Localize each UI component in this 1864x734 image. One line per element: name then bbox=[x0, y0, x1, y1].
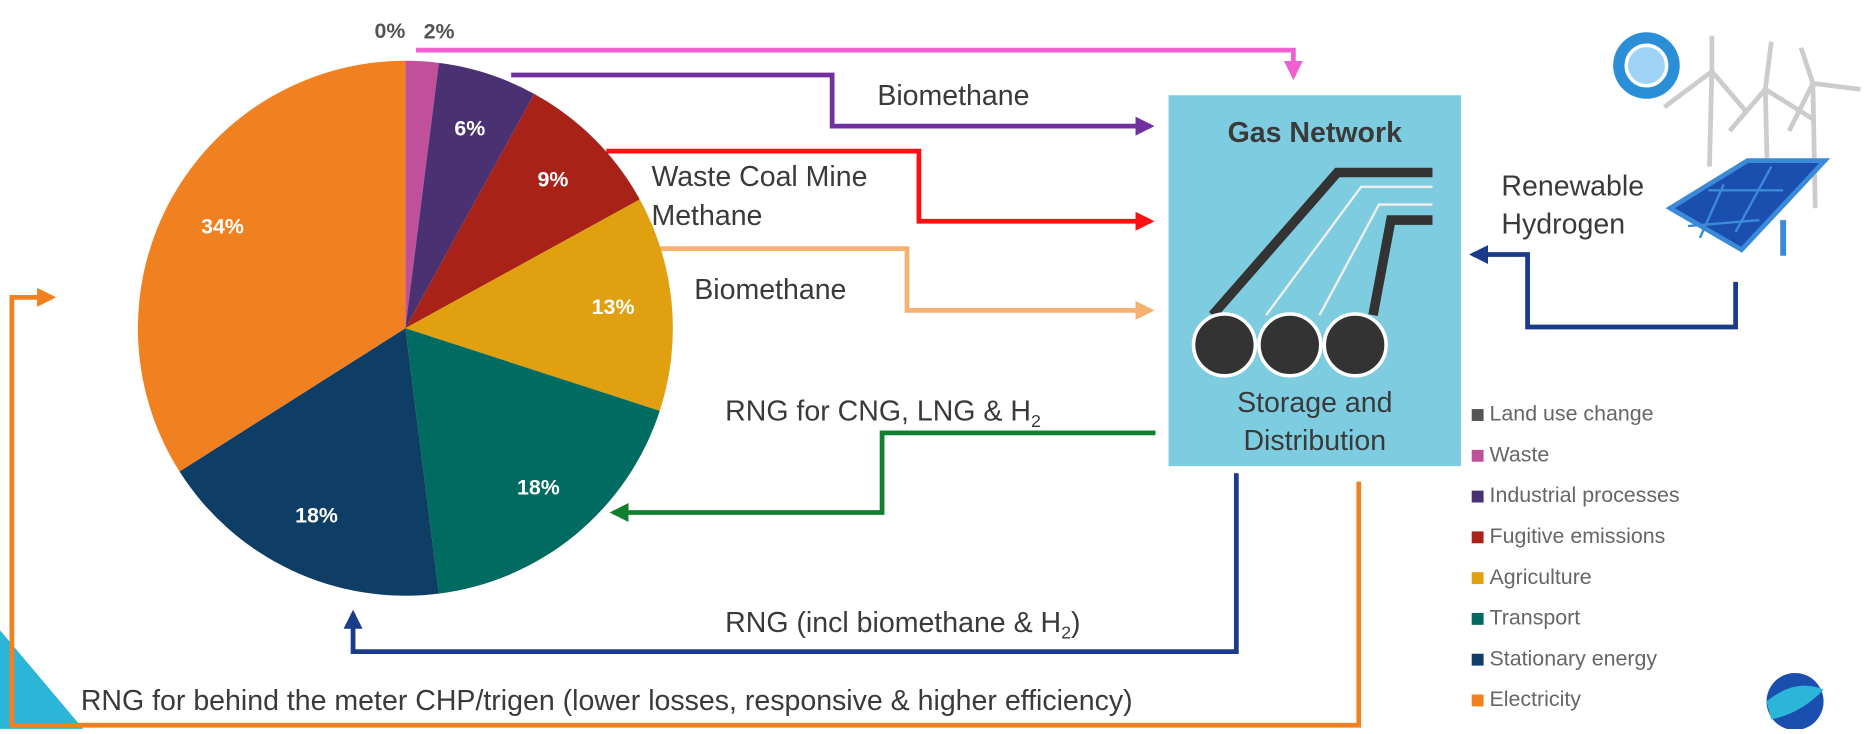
flow-label-part: RNG (incl biomethane & H bbox=[725, 607, 1061, 639]
gas-network-title: Gas Network bbox=[1228, 117, 1402, 149]
flow-label-part: RNG for CNG, LNG & H bbox=[725, 395, 1031, 427]
diagram: Gas Network Storage and Distribution Ren… bbox=[0, 0, 1864, 729]
data-label: 2% bbox=[424, 19, 455, 43]
legend-label: Stationary energy bbox=[1490, 646, 1658, 670]
solar-panel-icon bbox=[1670, 161, 1825, 256]
flow-arrow bbox=[511, 75, 1151, 126]
flow-label: RNG for behind the meter CHP/trigen (low… bbox=[81, 685, 1133, 717]
flow-label: RNG (incl biomethane & H2) bbox=[725, 607, 1080, 643]
renewable-hydrogen-label: Renewable bbox=[1501, 170, 1644, 202]
gas-network-subtitle: Distribution bbox=[1243, 425, 1386, 457]
gas-network-subtitle: Storage and bbox=[1237, 387, 1392, 419]
flow-arrow bbox=[1473, 255, 1736, 328]
legend: Land use change Waste Industrial processes… bbox=[1472, 402, 1680, 711]
pie-chart: 0% 2% 6% 9% 13% 18% 18% 34% bbox=[138, 19, 673, 596]
legend-label: Fugitive emissions bbox=[1490, 524, 1666, 548]
legend-swatch bbox=[1472, 613, 1484, 625]
legend-swatch bbox=[1472, 450, 1484, 462]
renewable-hydrogen-label: Hydrogen bbox=[1501, 209, 1625, 241]
legend-swatch bbox=[1472, 572, 1484, 584]
legend-label: Industrial processes bbox=[1490, 483, 1680, 507]
data-label: 34% bbox=[201, 214, 244, 238]
legend-label: Waste bbox=[1490, 442, 1550, 466]
data-label: 13% bbox=[592, 295, 635, 319]
sun-icon bbox=[1613, 32, 1680, 99]
legend-swatch bbox=[1472, 654, 1484, 666]
flow-label: Biomethane bbox=[694, 274, 846, 306]
legend-label: Electricity bbox=[1490, 687, 1582, 711]
flow-arrow bbox=[613, 433, 1155, 513]
flow-label-part: ) bbox=[1071, 607, 1081, 639]
legend-label: Agriculture bbox=[1490, 565, 1592, 589]
data-label: 18% bbox=[517, 476, 560, 500]
flow-arrow bbox=[416, 50, 1293, 76]
legend-label: Land use change bbox=[1490, 402, 1654, 426]
flow-label: Methane bbox=[651, 200, 762, 232]
legend-swatch bbox=[1472, 531, 1484, 543]
flow-label: Waste Coal Mine bbox=[651, 161, 867, 193]
legend-label: Transport bbox=[1490, 606, 1581, 630]
legend-swatch bbox=[1472, 695, 1484, 707]
flow-label: Biomethane bbox=[877, 80, 1029, 112]
legend-swatch bbox=[1472, 491, 1484, 503]
logo bbox=[1767, 673, 1824, 729]
data-label: 18% bbox=[295, 504, 338, 528]
page: {"chart_data": {"type": "pie", "categori… bbox=[0, 0, 1864, 729]
flow-label: RNG for CNG, LNG & H2 bbox=[725, 395, 1041, 431]
subscript: 2 bbox=[1061, 622, 1071, 642]
data-label: 6% bbox=[454, 116, 485, 140]
data-label: 9% bbox=[537, 167, 568, 191]
subscript: 2 bbox=[1031, 411, 1041, 431]
data-label: 0% bbox=[374, 19, 405, 43]
legend-swatch bbox=[1472, 409, 1484, 421]
